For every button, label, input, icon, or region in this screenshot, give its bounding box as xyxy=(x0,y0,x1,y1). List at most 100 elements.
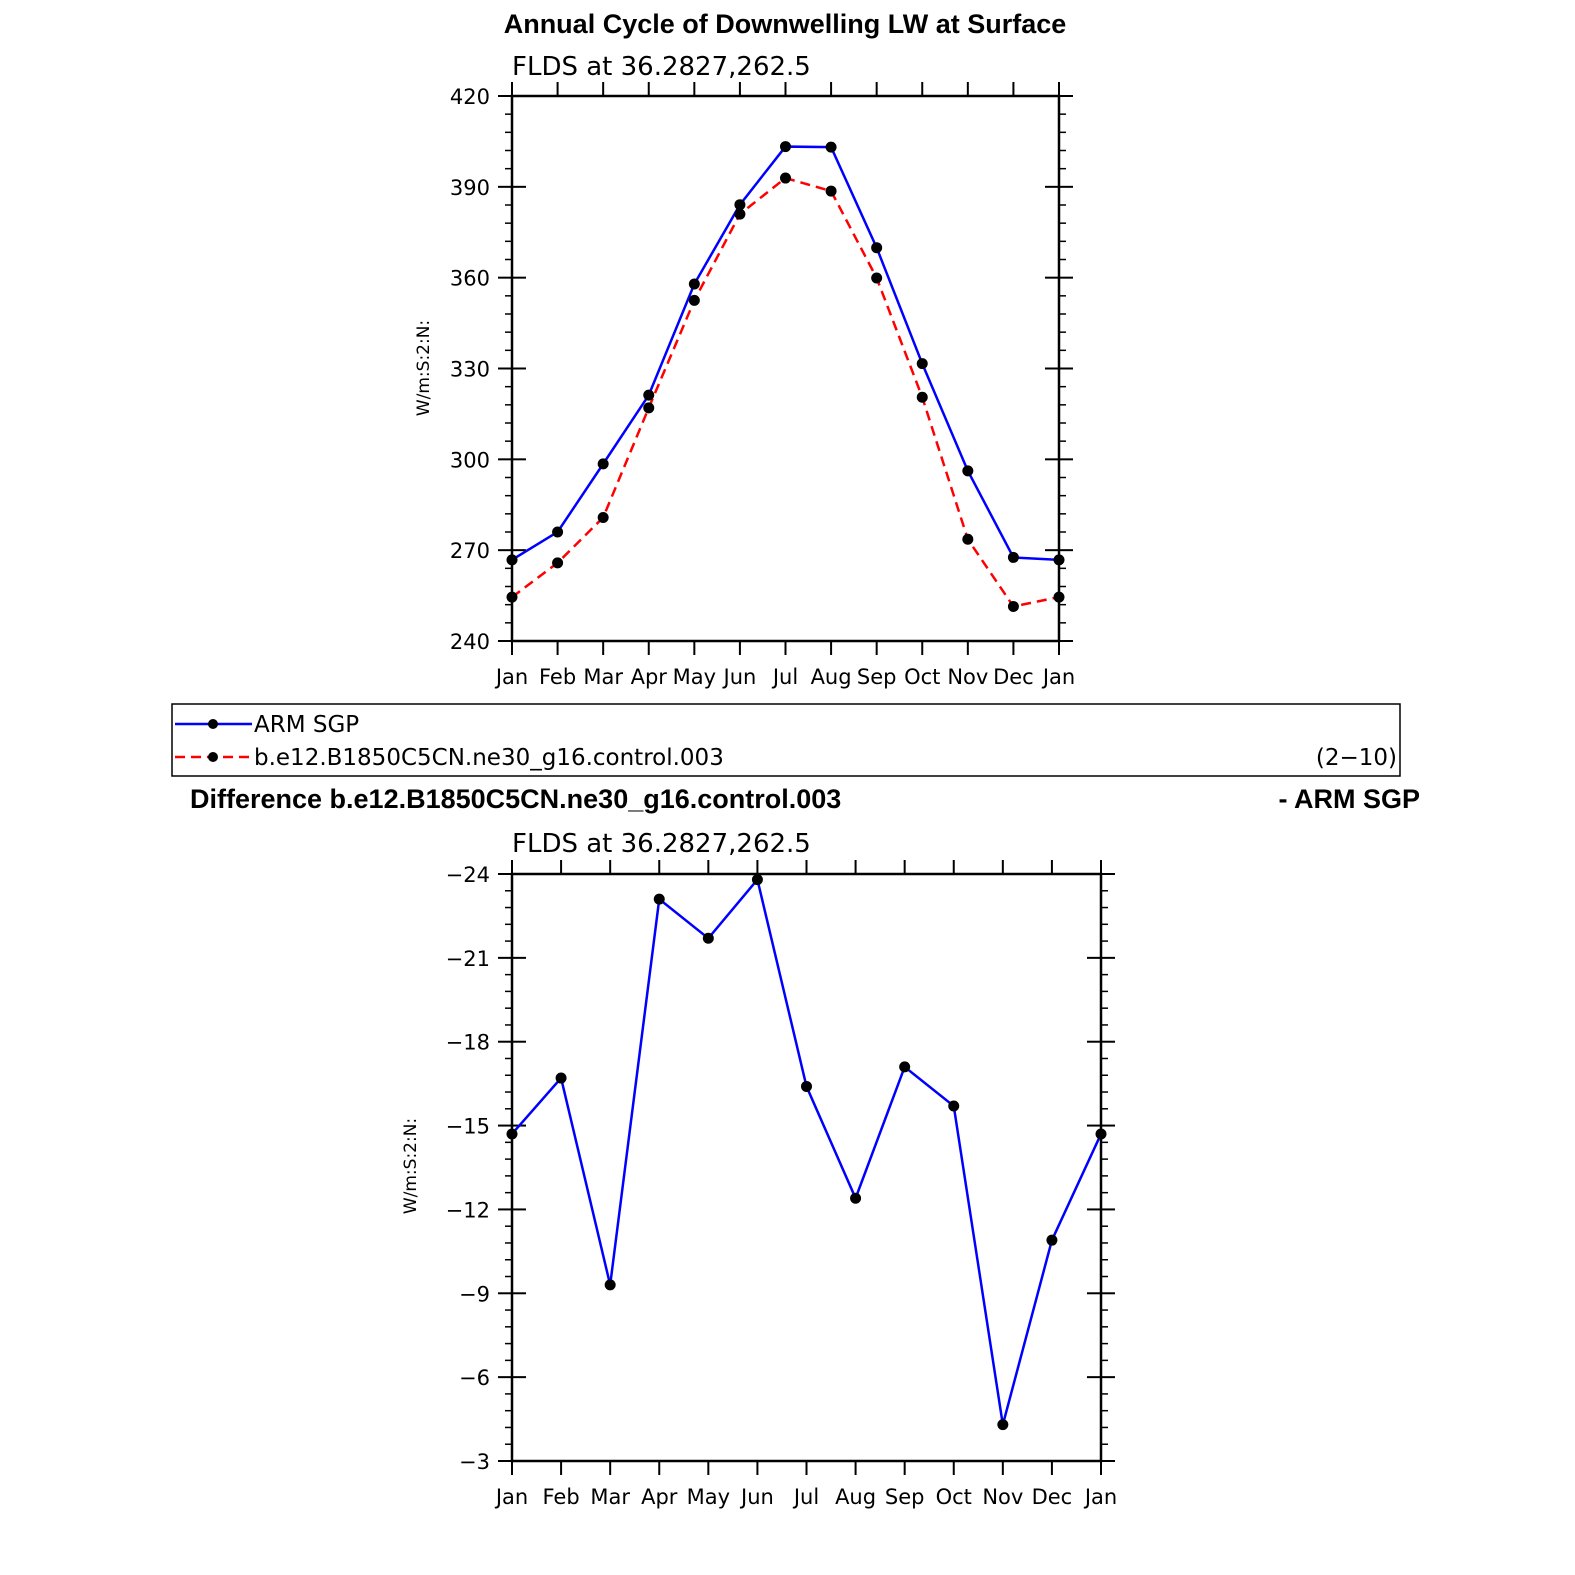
x-tick-label: Dec xyxy=(1032,1485,1073,1509)
plot-frame xyxy=(510,872,1103,1463)
chart2-axes: −3 −6 −9 −12 −15 −18 −21 −24 Jan Feb Mar Apr May Jun J… xyxy=(446,860,1117,1509)
chart1-subtitle: FLDS at 36.2827,262.5 xyxy=(512,52,811,82)
y-tick-label: −3 xyxy=(459,1450,490,1474)
legend-box xyxy=(171,703,1401,777)
x-tick-label: Oct xyxy=(904,665,940,689)
y-tick-label: −21 xyxy=(446,947,490,971)
series-0-point xyxy=(702,932,714,944)
x-tick-label: Jan xyxy=(1041,665,1075,689)
x-tick-label: Jul xyxy=(792,1485,819,1509)
series-0-point xyxy=(801,1080,812,1092)
series-1-point xyxy=(552,557,564,569)
x-tick-label: Nov xyxy=(982,1485,1023,1509)
series-0-point xyxy=(825,141,837,153)
series-line-0 xyxy=(511,876,1103,1425)
series-0-point xyxy=(948,1100,960,1112)
chart2-title-right: - ARM SGP xyxy=(1279,784,1421,814)
y-tick-label: 300 xyxy=(450,448,490,472)
x-tick-label: Sep xyxy=(857,665,897,689)
series-0-point xyxy=(1053,554,1065,566)
series-0-point xyxy=(506,554,518,566)
chart1-title: Annual Cycle of Downwelling LW at Surfac… xyxy=(504,9,1067,39)
x-tick-label: Dec xyxy=(993,665,1034,689)
series-0-point xyxy=(597,458,609,470)
y-tick-label: −9 xyxy=(459,1282,490,1306)
y-tick-label: 270 xyxy=(450,539,490,563)
series-1-point xyxy=(1007,600,1019,612)
series-0-point xyxy=(555,1072,567,1084)
series-0-point xyxy=(899,1061,911,1073)
x-tick-label: Oct xyxy=(936,1485,972,1509)
x-tick-label: Feb xyxy=(539,665,576,689)
chart1-series xyxy=(506,141,1065,612)
series-0-point xyxy=(1095,1128,1107,1140)
x-tick-label: Jan xyxy=(494,665,528,689)
series-1-point xyxy=(506,591,518,603)
legend-label-arm-sgp: ARM SGP xyxy=(254,712,359,738)
series-1-point xyxy=(1053,591,1065,603)
series-0-point xyxy=(962,465,974,477)
x-tick-label: May xyxy=(687,1485,730,1509)
x-tick-label: May xyxy=(673,665,716,689)
y-tick-label: 420 xyxy=(450,85,490,109)
series-0-point xyxy=(734,199,746,211)
legend-marker-model xyxy=(208,752,218,762)
series-1-point xyxy=(916,391,928,403)
x-tick-label: Jun xyxy=(722,665,757,689)
y-tick-label: −6 xyxy=(459,1366,490,1390)
x-tick-label: Apr xyxy=(641,1485,678,1509)
x-tick-label: Jun xyxy=(739,1485,774,1509)
series-0-point xyxy=(751,874,763,886)
y-tick-label: −12 xyxy=(446,1198,490,1222)
x-tick-label: Jan xyxy=(1083,1485,1117,1509)
series-0-point xyxy=(506,1128,518,1140)
annual-cycle-chart: Annual Cycle of Downwelling LW at Surfac… xyxy=(414,9,1075,689)
series-0-point xyxy=(1046,1234,1058,1246)
series-0-point xyxy=(1007,551,1019,563)
series-0-point xyxy=(552,526,564,538)
legend-item-arm-sgp: ARM SGP xyxy=(175,712,359,738)
x-tick-label: Aug xyxy=(835,1485,876,1509)
y-tick-label: 240 xyxy=(450,630,490,654)
series-1-point xyxy=(780,172,791,184)
chart2-subtitle: FLDS at 36.2827,262.5 xyxy=(512,829,811,859)
x-tick-label: Aug xyxy=(811,665,852,689)
series-1-point xyxy=(734,208,746,220)
legend-marker-arm-sgp xyxy=(208,719,218,729)
series-1-point xyxy=(597,511,609,523)
series-0-point xyxy=(643,389,655,401)
x-tick-label: Jan xyxy=(494,1485,528,1509)
x-tick-label: Jul xyxy=(771,665,798,689)
y-tick-label: −18 xyxy=(446,1031,490,1055)
series-0-point xyxy=(916,358,928,370)
y-tick-label: 330 xyxy=(450,358,490,382)
x-tick-label: Apr xyxy=(631,665,668,689)
series-1-point xyxy=(688,294,700,306)
y-tick-label: −15 xyxy=(446,1115,490,1139)
chart1-axes: 240 270 300 330 360 390 420 Jan Feb Mar Apr May Jun J… xyxy=(450,82,1075,689)
series-0-point xyxy=(850,1192,862,1204)
x-tick-label: Feb xyxy=(542,1485,579,1509)
legend-item-model: b.e12.B1850C5CN.ne30_g16.control.003 xyxy=(175,745,724,771)
x-tick-label: Sep xyxy=(885,1485,925,1509)
series-1-point xyxy=(643,402,655,414)
series-1-point xyxy=(825,185,837,197)
series-0-point xyxy=(871,242,883,254)
series-1-point xyxy=(962,533,974,545)
legend: ARM SGP b.e12.B1850C5CN.ne30_g16.control… xyxy=(171,703,1401,777)
series-0-point xyxy=(688,278,700,290)
legend-label-model: b.e12.B1850C5CN.ne30_g16.control.003 xyxy=(254,745,724,771)
series-1-point xyxy=(871,272,883,284)
y-tick-label: −24 xyxy=(446,863,490,887)
chart1-ylabel: W/m:S:2:N: xyxy=(414,320,434,416)
legend-note: (2−10) xyxy=(1316,745,1397,771)
x-tick-label: Mar xyxy=(583,665,623,689)
series-line-0 xyxy=(511,145,1060,562)
series-0-point xyxy=(653,893,665,905)
series-line-1 xyxy=(511,176,1060,608)
y-tick-label: 390 xyxy=(450,176,490,200)
y-tick-label: 360 xyxy=(450,267,490,291)
series-0-point xyxy=(780,141,791,153)
chart2-title-left: Difference b.e12.B1850C5CN.ne30_g16.cont… xyxy=(190,784,841,814)
